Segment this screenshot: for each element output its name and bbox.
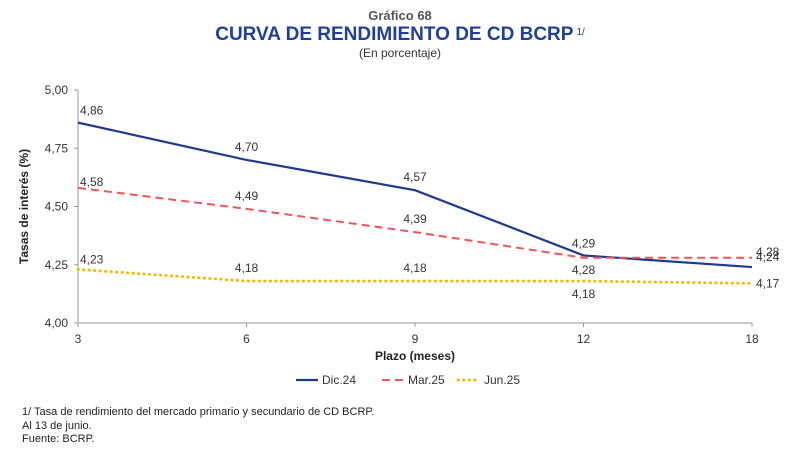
x-axis-label: Plazo (meses) [375, 349, 455, 363]
chart-title: CURVA DE RENDIMIENTO DE CD BCRP 1/ [0, 24, 800, 46]
data-label: 4,58 [80, 175, 104, 189]
data-label: 4,28 [756, 245, 780, 259]
data-label: 4,17 [756, 276, 780, 290]
footnote-1: 1/ Tasa de rendimiento del mercado prima… [22, 406, 375, 418]
data-label: 4,57 [403, 170, 427, 184]
data-label: 4,28 [572, 263, 596, 277]
y-axis-label: Tasas de interés (%) [17, 149, 31, 264]
x-tick-label: 9 [412, 332, 419, 346]
y-tick-label: 4,50 [45, 200, 69, 214]
chart-title-text: CURVA DE RENDIMIENTO DE CD BCRP [215, 24, 574, 45]
y-tick-label: 5,00 [45, 83, 69, 97]
data-label: 4,49 [235, 189, 259, 203]
yield-curve-chart: 4,00 4,25 4,50 4,75 5,00 3 6 9 12 18 Plazo (meses)… [17, 83, 780, 387]
data-label: 4,70 [235, 140, 259, 154]
data-label: 4,18 [235, 261, 259, 275]
data-label: 4,18 [572, 287, 596, 301]
x-tick-label: 6 [243, 332, 250, 346]
legend-label: Mar.25 [408, 373, 445, 387]
title-footnote-mark: 1/ [576, 27, 585, 38]
series-line-mar25 [77, 186, 752, 259]
footnote-2: Al 13 de junio. [22, 419, 92, 432]
data-label: 4,18 [403, 261, 427, 275]
data-label: 4,29 [572, 236, 596, 250]
y-tick-label: 4,00 [45, 316, 69, 330]
legend-label: Dic.24 [322, 373, 356, 387]
x-tick-label: 18 [745, 332, 759, 346]
x-tick-label: 3 [75, 332, 82, 346]
chart-subtitle: (En porcentaje) [358, 46, 442, 60]
source-note: Fuente: BCRP. [22, 433, 95, 445]
data-label: 4,39 [403, 212, 427, 226]
chart-kicker: Gráfico 68 [368, 8, 432, 23]
y-tick-label: 4,75 [45, 141, 69, 155]
legend-label: Jun.25 [484, 373, 520, 387]
data-label: 4,24 [756, 250, 780, 264]
data-label: 4,23 [80, 252, 104, 266]
footnotes: 1/ Tasa de rendimiento del mercado prima… [22, 406, 374, 447]
series-line-jun25 [76, 268, 754, 285]
chart-header: Gráfico 68 CURVA DE RENDIMIENTO DE CD BC… [0, 8, 800, 61]
data-label: 4,86 [80, 104, 104, 118]
x-tick-label: 12 [577, 332, 591, 346]
y-tick-label: 4,25 [45, 258, 69, 272]
series-line-dic24 [77, 121, 753, 269]
